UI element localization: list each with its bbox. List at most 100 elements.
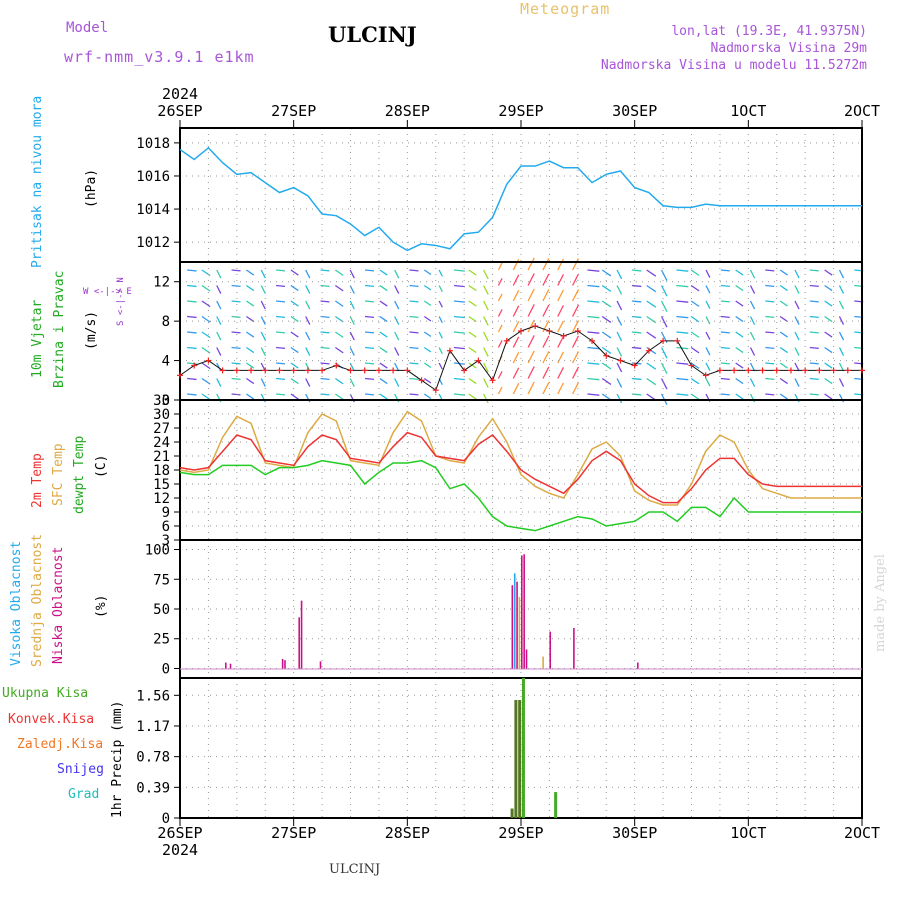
wind-arrow: [483, 331, 489, 342]
wind-arrow: [676, 315, 689, 319]
y-tick-label: 4: [162, 354, 170, 370]
wind-arrow: [468, 284, 477, 292]
wind-arrow: [201, 362, 211, 370]
wind-arrow: [260, 331, 266, 341]
wind-arrow: [572, 366, 580, 379]
wind-arrow: [290, 315, 299, 323]
wind-arrow: [735, 331, 744, 338]
wind-arrow: [409, 300, 419, 303]
wind-arrow: [201, 346, 211, 354]
y-tick-label: 75: [153, 572, 170, 588]
wind-arrow: [483, 378, 489, 388]
wind-arrow: [527, 335, 535, 348]
y-tick-label: 21: [153, 449, 170, 465]
wind-arrow: [275, 315, 286, 319]
wind-arrow: [824, 315, 833, 323]
wind-arrow: [660, 269, 668, 281]
wind-arrow: [765, 362, 775, 365]
x-tick-label-top: 26SEP: [157, 102, 202, 120]
wind-arrow: [527, 350, 535, 364]
wind-arrow: [601, 300, 612, 308]
wind-arrow: [364, 269, 375, 272]
y-tick-label: 100: [145, 543, 170, 559]
wind-arrow: [824, 331, 833, 338]
x-tick-label-bottom: 26SEP: [157, 824, 202, 842]
cloud-bar: [319, 661, 322, 669]
footer-station: ULCINJ: [329, 862, 381, 877]
wind-arrow: [334, 269, 344, 276]
wind-arrow: [275, 300, 286, 303]
wind-arrow: [779, 300, 788, 307]
wind-arrow: [720, 377, 730, 381]
cloud-bar: [224, 662, 227, 669]
y-tick-label: 33: [153, 393, 170, 409]
wind-arrow: [735, 346, 744, 354]
wind-arrow: [838, 331, 845, 341]
wind-arrow: [794, 285, 800, 294]
wind-arrow: [320, 284, 330, 288]
wind-arrow: [601, 269, 612, 277]
wind-arrow: [305, 362, 311, 372]
wind-arrow: [572, 335, 580, 348]
precip-bar: [554, 792, 558, 818]
wind-arrow: [557, 289, 565, 302]
wind-arrow: [690, 393, 700, 400]
wind-arrow: [809, 269, 819, 272]
wind-arrow: [631, 315, 642, 319]
wind-arrow: [601, 362, 612, 370]
wind-arrow: [231, 284, 241, 288]
model-label: Model: [66, 20, 109, 36]
wind-arrow: [765, 284, 775, 288]
y-tick-label: 1.17: [136, 719, 170, 735]
wind-arrow: [646, 377, 657, 386]
cloud-bar: [523, 554, 525, 669]
wind-arrow: [231, 393, 241, 396]
wind-arrow: [305, 316, 311, 325]
wind-arrow: [349, 378, 355, 387]
cloud-bar: [516, 581, 518, 669]
wind-arrow: [379, 331, 388, 338]
precip-bar: [521, 678, 525, 818]
y-tick-label: 6: [162, 519, 170, 535]
wind-arrow: [275, 362, 286, 365]
wind-arrow: [542, 351, 550, 364]
cloud-bar: [511, 585, 514, 669]
wind-arrow: [409, 284, 419, 288]
wind-arrow: [187, 377, 197, 381]
wind-arrow: [838, 300, 845, 310]
wind-arrow: [527, 381, 535, 395]
x-tick-label-top: 28SEP: [385, 102, 430, 120]
wind-arrow: [423, 346, 432, 353]
wind-arrow: [409, 377, 419, 381]
wind-arrow: [246, 393, 255, 400]
wind-arrow: [497, 293, 503, 302]
altitude-text: Nadmorska Visina 29m: [710, 41, 867, 56]
wind-arrow: [453, 331, 465, 334]
wind-arrow: [512, 367, 520, 379]
wind-arrow: [794, 300, 800, 310]
wind-arrow: [705, 347, 711, 356]
wind-arrow: [587, 269, 600, 272]
x-tick-label-bottom: 1OCT: [730, 824, 766, 842]
wind-arrow: [660, 378, 668, 390]
temp-unit: (C): [94, 454, 109, 478]
cloud-bar: [229, 663, 232, 669]
wind-label-2: Brzina i Pravac: [52, 270, 67, 388]
wind-arrow: [453, 393, 465, 396]
x-tick-label-bottom: 29SEP: [498, 824, 543, 842]
wind-arrow: [616, 393, 623, 404]
wind-arrow: [187, 331, 197, 334]
wind-arrow: [231, 269, 241, 272]
wind-arrow: [646, 284, 657, 293]
wind-arrow: [349, 300, 355, 310]
wind-arrow: [423, 377, 432, 384]
wind-arrow: [572, 351, 580, 364]
wind-arrow: [616, 285, 623, 295]
wind-arrow: [735, 393, 744, 400]
wind-arrow: [527, 366, 535, 379]
wind-arrow: [320, 269, 330, 272]
dewpt-temp-label: dewpt Temp: [72, 435, 87, 514]
wind-arrow: [794, 331, 800, 341]
wind-arrow: [497, 262, 503, 271]
